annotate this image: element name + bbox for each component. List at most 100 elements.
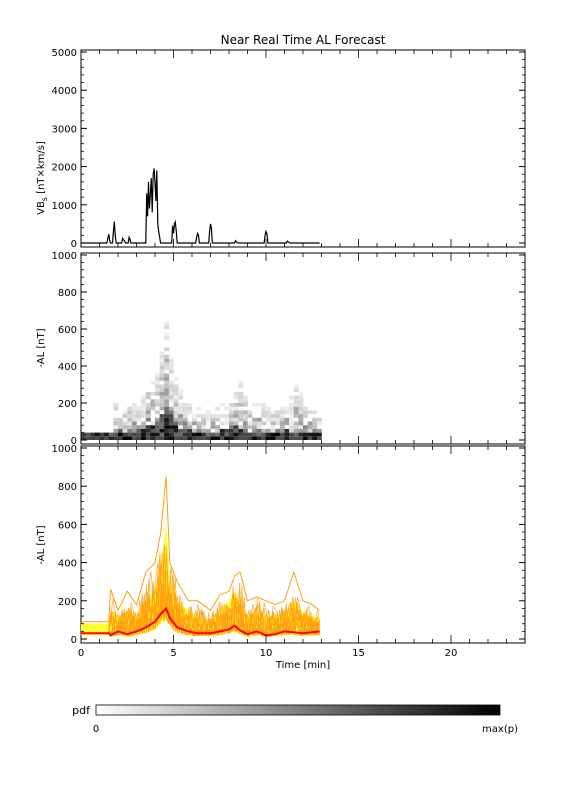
pdf-cell (279, 432, 285, 437)
pdf-cell (164, 406, 170, 411)
pdf-cell (316, 417, 322, 422)
pdf-cell (293, 428, 299, 433)
pdf-cell (196, 421, 202, 426)
pdf-cell (150, 380, 156, 385)
pdf-cell (303, 414, 308, 418)
pdf-cell (164, 403, 170, 407)
pdf-cell (178, 414, 183, 418)
pdf-cell (205, 417, 211, 422)
pdf-cell (113, 432, 119, 437)
pdf-cell (131, 436, 137, 440)
pdf-cell (150, 432, 156, 437)
pdf-cell (293, 414, 299, 418)
al-ensemble-ytick-label: 400 (58, 559, 77, 570)
pdf-cell (118, 436, 123, 440)
pdf-cell (224, 406, 230, 411)
pdf-cell (279, 425, 285, 429)
pdf-colorbar: pdf 0 max(p) (72, 704, 518, 735)
pdf-cell (164, 391, 170, 396)
pdf-cell (192, 421, 197, 426)
pdf-cell (118, 425, 123, 429)
pdf-cell (141, 425, 146, 429)
pdf-cell (229, 421, 234, 426)
pdf-cell (270, 417, 276, 422)
pdf-cell (81, 436, 86, 440)
pdf-cell (182, 403, 188, 407)
al-pdf-ytick-label: 400 (58, 362, 77, 373)
pdf-cell (196, 425, 202, 429)
pdf-cell (303, 410, 308, 415)
pdf-cell (298, 432, 304, 437)
pdf-cell (155, 417, 160, 422)
pdf-cell (150, 425, 156, 429)
pdf-cell (229, 432, 234, 437)
pdf-cell (159, 406, 165, 411)
pdf-cell (136, 432, 142, 437)
pdf-cell (168, 425, 174, 429)
pdf-cell (298, 436, 304, 440)
pdf-cell (173, 428, 179, 433)
pdf-cell (205, 414, 211, 418)
al-ensemble-xtick-label: 10 (260, 648, 273, 659)
pdf-cell (312, 436, 318, 440)
ensemble-max-line (81, 476, 320, 623)
pdf-cell (242, 421, 248, 426)
pdf-cell (155, 388, 160, 392)
pdf-cell (275, 410, 281, 415)
al-pdf-panel: -AL [nT] 0 200 400 600 800 1000 (36, 251, 526, 447)
pdf-cell (266, 410, 271, 415)
pdf-cell (275, 421, 281, 426)
pdf-cell (289, 428, 294, 433)
pdf-cell (159, 377, 165, 381)
al-pdf-ytick-label: 0 (71, 436, 77, 447)
pdf-cell (168, 395, 174, 400)
pdf-cell (187, 428, 193, 433)
pdf-cell (293, 425, 299, 429)
pdf-cell (289, 410, 294, 415)
pdf-cell (256, 417, 262, 422)
pdf-cell (164, 388, 170, 392)
pdf-cell (261, 436, 267, 440)
pdf-cell (247, 432, 253, 437)
pdf-cell (168, 414, 174, 418)
pdf-cell (256, 403, 262, 407)
colorbar-max-label: max(p) (482, 724, 518, 735)
pdf-cell (145, 414, 151, 418)
pdf-cell (215, 406, 220, 411)
pdf-cell (238, 403, 244, 407)
pdf-cell (131, 421, 137, 426)
pdf-cell (164, 432, 170, 437)
pdf-cell (164, 428, 170, 433)
pdf-cell (289, 421, 294, 426)
pdf-cell (210, 425, 216, 429)
pdf-cell (307, 432, 313, 437)
pdf-cell (173, 436, 179, 440)
pdf-cell (127, 421, 133, 426)
pdf-cell (145, 436, 151, 440)
pdf-cell (136, 417, 142, 422)
al-ensemble-ytick-label: 800 (58, 482, 77, 493)
pdf-cell (293, 395, 299, 400)
pdf-cell (238, 395, 244, 400)
pdf-cell (316, 421, 322, 426)
pdf-cell (275, 432, 281, 437)
pdf-cell (164, 321, 170, 326)
pdf-cell (215, 436, 220, 440)
pdf-cell (293, 406, 299, 411)
pdf-cell (159, 425, 165, 429)
pdf-cell (164, 336, 170, 341)
pdf-cell (168, 358, 174, 363)
vbs-series-line (81, 168, 320, 244)
pdf-cell (298, 403, 304, 407)
pdf-cell (168, 388, 174, 392)
pdf-cell (118, 428, 123, 433)
pdf-cell (173, 388, 179, 392)
pdf-cell (298, 417, 304, 422)
pdf-cell (168, 391, 174, 396)
pdf-cell (141, 395, 146, 400)
pdf-cell (210, 414, 216, 418)
pdf-cell (159, 395, 165, 400)
pdf-cell (159, 436, 165, 440)
pdf-cell (242, 428, 248, 433)
pdf-cell (173, 399, 179, 403)
